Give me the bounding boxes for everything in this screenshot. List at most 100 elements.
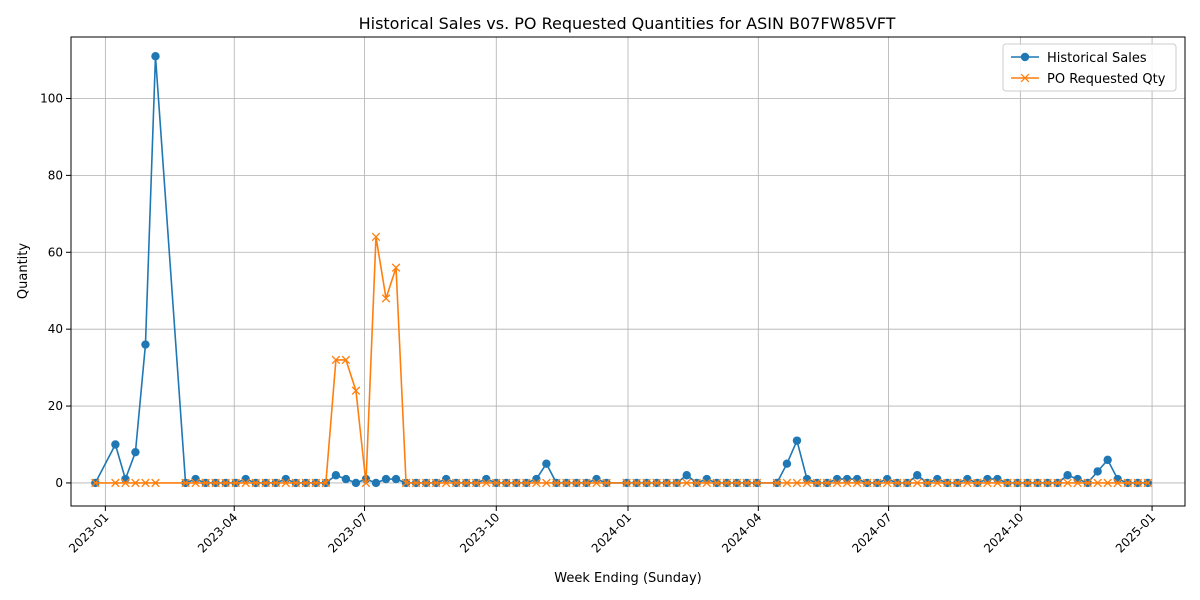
data-point — [1063, 478, 1072, 488]
data-point — [622, 478, 631, 488]
x-tick-label: 2023-04 — [195, 510, 240, 555]
legend-marker — [1020, 52, 1030, 62]
data-point — [441, 478, 451, 488]
series-historical-sales — [91, 52, 1152, 488]
data-point — [672, 478, 681, 488]
data-point — [1023, 478, 1032, 488]
data-point — [311, 478, 321, 488]
data-point — [632, 478, 641, 488]
data-point — [391, 474, 401, 484]
data-point — [592, 478, 601, 488]
data-point — [862, 478, 872, 488]
data-point — [742, 478, 752, 488]
data-point — [1093, 467, 1102, 476]
data-point — [933, 478, 942, 488]
x-tick-label: 2023-07 — [325, 510, 370, 555]
data-point — [812, 478, 822, 488]
data-point — [1003, 478, 1012, 488]
data-point — [191, 478, 200, 488]
x-tick-label: 2023-10 — [457, 510, 502, 555]
data-point — [882, 478, 892, 488]
data-point — [732, 478, 742, 488]
data-point — [842, 478, 852, 488]
data-point — [993, 478, 1002, 488]
data-point — [782, 478, 792, 488]
data-point — [542, 478, 551, 488]
y-axis-label: Quantity — [16, 243, 31, 299]
data-point — [792, 478, 802, 488]
data-point — [241, 478, 250, 488]
data-point — [281, 478, 291, 488]
data-point — [912, 478, 922, 488]
data-point — [682, 471, 691, 480]
data-point — [502, 478, 511, 488]
x-tick-label: 2025-01 — [1113, 510, 1158, 555]
data-point — [492, 478, 501, 488]
data-point — [1113, 478, 1122, 488]
y-axis: 0 20 40 60 80 100 — [40, 92, 71, 490]
legend-box — [1002, 43, 1177, 92]
y-tick-label: 40 — [48, 322, 63, 336]
x-tick-label: 2023-01 — [66, 510, 111, 555]
data-point — [211, 478, 220, 488]
data-point — [1103, 478, 1112, 488]
data-point — [411, 478, 421, 488]
data-point — [782, 459, 792, 468]
data-point — [892, 478, 902, 488]
data-point — [321, 478, 331, 488]
x-tick-label: 2024-07 — [849, 510, 894, 555]
y-tick-label: 60 — [48, 245, 63, 259]
data-point — [913, 471, 922, 480]
data-point — [1103, 455, 1112, 465]
data-point — [351, 478, 361, 488]
data-point — [522, 478, 531, 488]
grid — [71, 37, 1185, 506]
data-point — [151, 478, 160, 488]
data-point — [1053, 478, 1062, 488]
data-point — [1033, 478, 1042, 488]
data-point — [261, 478, 270, 488]
data-point — [481, 478, 491, 488]
data-point — [371, 232, 381, 242]
y-tick-label: 0 — [55, 476, 63, 490]
data-point — [251, 478, 260, 488]
data-point — [953, 478, 962, 488]
data-point — [401, 478, 411, 488]
data-point — [702, 478, 712, 488]
data-point — [461, 478, 471, 488]
data-point — [772, 478, 782, 488]
data-point — [872, 478, 882, 488]
data-point — [712, 478, 722, 488]
x-tick-label: 2024-01 — [589, 510, 634, 555]
data-point — [91, 478, 100, 488]
data-point — [752, 478, 762, 488]
data-point — [963, 478, 972, 488]
data-point — [391, 263, 401, 272]
data-point — [1043, 478, 1052, 488]
data-point — [371, 478, 381, 488]
data-point — [642, 478, 651, 488]
series-line — [95, 236, 1148, 484]
data-point — [301, 478, 311, 488]
x-tick-label: 2024-10 — [981, 510, 1026, 555]
data-point — [1093, 478, 1102, 488]
data-point — [802, 478, 812, 488]
data-point — [792, 436, 802, 445]
data-point — [421, 478, 431, 488]
data-point — [1063, 471, 1072, 480]
data-point — [341, 355, 351, 365]
x-tick-label: 2024-04 — [719, 510, 764, 555]
x-axis-label: Week Ending (Sunday) — [554, 571, 701, 586]
series-line — [94, 56, 1148, 485]
data-point — [141, 478, 150, 488]
data-point — [1143, 478, 1153, 488]
data-point — [983, 478, 992, 488]
data-point — [271, 478, 281, 488]
data-point — [361, 478, 371, 488]
data-point — [832, 478, 842, 488]
data-point — [131, 478, 140, 488]
data-point — [682, 478, 691, 488]
data-point — [552, 478, 561, 488]
data-point — [973, 478, 982, 488]
